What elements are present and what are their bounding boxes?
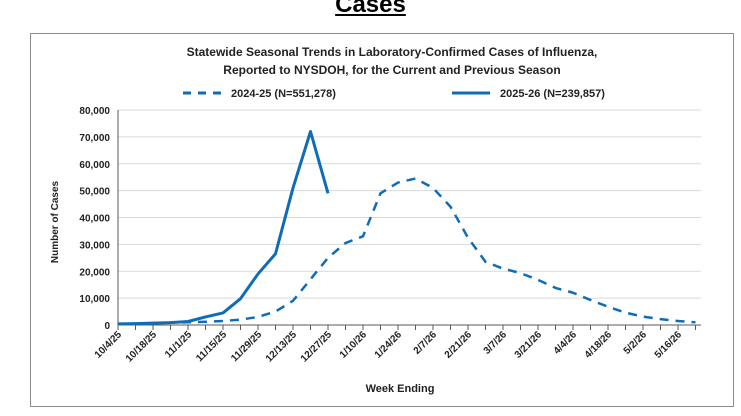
y-tick-label: 0 bbox=[104, 321, 110, 332]
y-tick-label: 30,000 bbox=[79, 240, 110, 251]
x-tick-label: 3/7/26 bbox=[482, 329, 510, 357]
y-tick-label: 70,000 bbox=[79, 133, 110, 144]
y-axis-label: Number of Cases bbox=[50, 180, 61, 263]
chart-title-line-1: Statewide Seasonal Trends in Laboratory-… bbox=[187, 45, 598, 59]
series-line-1 bbox=[117, 177, 696, 326]
x-tick-label: 4/18/26 bbox=[583, 329, 615, 361]
y-tick-label: 60,000 bbox=[79, 160, 110, 171]
x-tick-label: 4/4/26 bbox=[552, 329, 580, 357]
series-line-2 bbox=[117, 130, 330, 326]
x-tick-label: 5/2/26 bbox=[622, 329, 650, 357]
x-tick-label: 11/1/25 bbox=[163, 329, 194, 360]
legend: 2024-25 (N=551,278) 2025-26 (N=239,857) bbox=[183, 88, 605, 100]
x-tick-label: 11/29/25 bbox=[229, 329, 264, 364]
x-tick-label: 5/16/26 bbox=[653, 329, 685, 361]
x-tick-label: 2/7/26 bbox=[412, 329, 440, 357]
x-tick-label: 10/18/25 bbox=[124, 329, 160, 365]
x-tick-label: 10/4/25 bbox=[93, 329, 125, 361]
x-tick-label: 1/10/26 bbox=[338, 329, 370, 361]
series-lines bbox=[117, 130, 696, 326]
chart-frame bbox=[30, 33, 734, 407]
section-heading: Cases bbox=[335, 0, 406, 18]
x-tick-label: 1/24/26 bbox=[373, 329, 405, 361]
chart-title-line-2: Reported to NYSDOH, for the Current and … bbox=[223, 63, 560, 77]
x-tick-label: 11/15/25 bbox=[194, 329, 229, 364]
legend-label-2: 2025-26 (N=239,857) bbox=[500, 88, 605, 100]
gridlines bbox=[118, 109, 701, 299]
x-tick-label: 12/27/25 bbox=[299, 329, 335, 365]
y-tick-label: 50,000 bbox=[79, 187, 110, 198]
x-tick-label: 2/21/26 bbox=[443, 329, 475, 361]
legend-label-1: 2024-25 (N=551,278) bbox=[231, 88, 336, 100]
x-axis-label: Week Ending bbox=[366, 383, 435, 395]
x-tick-label: 3/21/26 bbox=[513, 329, 545, 361]
x-tick-label: 12/13/25 bbox=[264, 329, 300, 365]
y-tick-label: 10,000 bbox=[79, 294, 110, 305]
y-tick-label: 40,000 bbox=[79, 214, 110, 225]
y-axis: 0 10,000 20,000 30,000 40,000 50,000 60,000 70,… bbox=[79, 106, 119, 332]
y-tick-label: 20,000 bbox=[79, 267, 110, 278]
y-tick-label: 80,000 bbox=[79, 106, 110, 117]
x-axis: 10/4/25 10/18/25 11/1/25 11/15/25 11/29/25 12… bbox=[93, 324, 701, 365]
